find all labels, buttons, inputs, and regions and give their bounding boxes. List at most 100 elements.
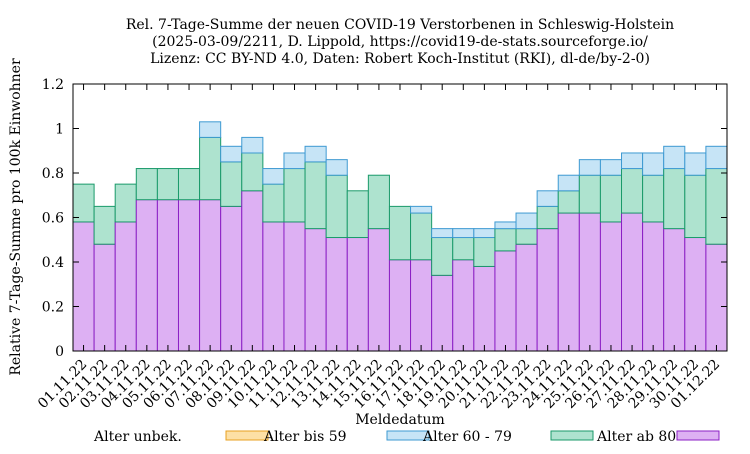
bar-segment <box>72 183 95 223</box>
bar-segment <box>578 212 601 352</box>
bar-segment <box>241 136 264 154</box>
bar-segment <box>367 174 390 230</box>
bar-segment <box>578 174 601 214</box>
bar-segment <box>705 243 728 352</box>
bar-segment <box>220 205 243 352</box>
bar-segment <box>663 168 686 230</box>
y-tick-label: 0.2 <box>42 300 64 316</box>
bar-segment <box>494 228 517 252</box>
bar-segment <box>494 221 517 230</box>
bar-segment <box>494 250 517 352</box>
bar-segment <box>515 228 538 245</box>
bar-segment <box>705 168 728 245</box>
bar-segment <box>283 221 306 352</box>
bar-segment <box>621 152 644 170</box>
legend-label: Alter bis 59 <box>263 429 347 445</box>
bar-segment <box>410 259 433 352</box>
bar-segment <box>325 159 348 176</box>
bar-segment <box>578 159 601 176</box>
bar-segment <box>93 243 116 352</box>
bar-segment <box>72 221 95 352</box>
bar-segment <box>135 199 158 352</box>
bar-segment <box>642 221 665 352</box>
bar-segment <box>473 228 496 239</box>
legend: Alter unbek. Alter bis 59 Alter 60 - 79 Alt… <box>93 429 720 445</box>
bar-segment <box>599 159 623 176</box>
bar-segment <box>452 259 475 352</box>
bar-segment <box>557 190 580 214</box>
y-tick-label: 0.6 <box>42 211 64 227</box>
title-line-3: Lizenz: CC BY-ND 4.0, Daten: Robert Koch… <box>150 51 650 67</box>
bar-segment <box>431 237 454 276</box>
bar-segment <box>199 136 222 201</box>
bar-segment <box>325 174 348 239</box>
bar-segment <box>684 237 707 352</box>
x-axis: 01.11.2202.11.2203.11.2204.11.2205.11.22… <box>35 84 723 412</box>
bar-segment <box>304 228 327 352</box>
title-line-1: Rel. 7-Tage-Summe der neuen COVID-19 Ver… <box>126 17 674 33</box>
bars-group <box>72 121 728 352</box>
bar-segment <box>283 152 306 170</box>
bar-segment <box>663 228 686 352</box>
bar-segment <box>262 168 285 185</box>
y-axis: 0 0.2 0.4 0.6 0.8 1 1.2 <box>42 77 727 360</box>
bar-segment <box>135 168 158 201</box>
bar-segment <box>515 243 538 352</box>
bar-segment <box>557 174 580 192</box>
bar-segment <box>262 221 285 352</box>
bar-segment <box>452 237 475 261</box>
legend-label: Alter 60 - 79 <box>422 429 512 445</box>
bar-segment <box>304 145 327 163</box>
bar-segment <box>93 205 116 245</box>
bar-segment <box>536 228 559 352</box>
bar-segment <box>114 183 137 223</box>
legend-label: Alter unbek. <box>93 429 182 445</box>
y-tick-label: 0.8 <box>42 166 64 182</box>
x-axis-label: Meldedatum <box>355 412 445 428</box>
bar-segment <box>304 161 327 230</box>
bar-segment <box>536 190 559 207</box>
bar-segment <box>684 174 707 239</box>
bar-segment <box>536 205 559 230</box>
legend-swatch <box>386 430 430 441</box>
y-tick-label: 0.4 <box>42 255 64 271</box>
bar-segment <box>346 237 369 352</box>
y-axis-label: Relative 7-Tage-Summe pro 100k Einwohner <box>8 58 24 376</box>
bar-segment <box>199 199 222 352</box>
y-tick-label: 1 <box>55 122 64 138</box>
bar-segment <box>599 174 623 223</box>
bar-segment <box>431 274 454 352</box>
bar-segment <box>663 145 686 170</box>
bar-segment <box>599 221 623 352</box>
bar-segment <box>114 221 137 352</box>
bar-segment <box>177 168 201 201</box>
chart-title: Rel. 7-Tage-Summe der neuen COVID-19 Ver… <box>126 17 674 67</box>
bar-segment <box>705 145 728 170</box>
bar-segment <box>410 212 433 261</box>
bar-segment <box>220 161 243 207</box>
bar-segment <box>431 228 454 239</box>
bar-segment <box>367 228 390 352</box>
bar-segment <box>220 145 243 163</box>
bar-segment <box>346 190 369 239</box>
legend-swatch <box>225 430 269 441</box>
bar-segment <box>177 199 201 352</box>
bar-segment <box>241 152 264 192</box>
y-tick-label: 1.2 <box>42 77 64 93</box>
bar-segment <box>388 205 412 261</box>
legend-swatch <box>550 430 594 441</box>
legend-swatch <box>676 430 720 441</box>
bar-segment <box>642 152 665 176</box>
bar-segment <box>156 199 179 352</box>
bar-segment <box>199 121 222 138</box>
bar-segment <box>621 212 644 352</box>
bar-segment <box>156 168 179 201</box>
bar-segment <box>642 174 665 223</box>
bar-segment <box>452 228 475 239</box>
bar-segment <box>557 212 580 352</box>
bar-segment <box>515 212 538 230</box>
title-line-2: (2025-03-09/2211, D. Lippold, https://co… <box>152 34 648 50</box>
legend-label: Alter ab 80 <box>596 429 676 445</box>
